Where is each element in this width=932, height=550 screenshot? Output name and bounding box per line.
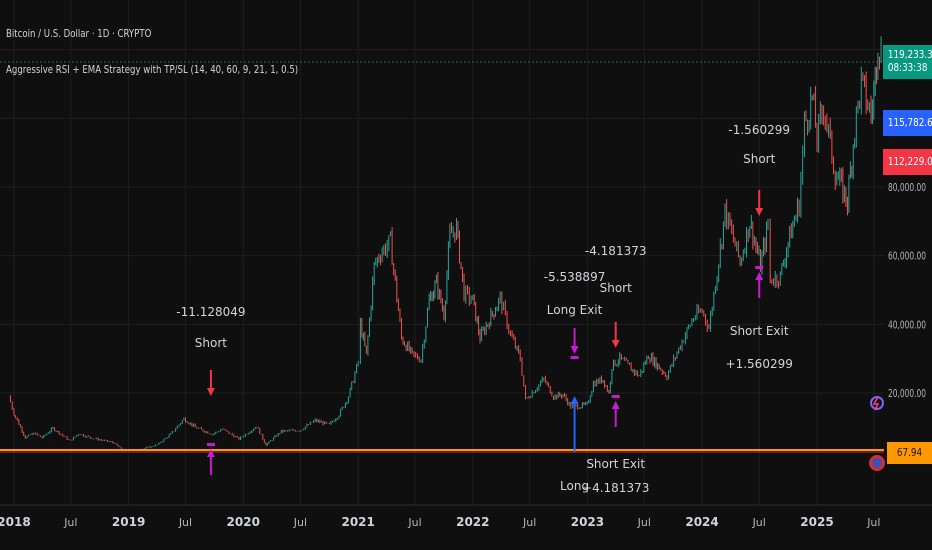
x-tick-label: Jul: [178, 516, 192, 529]
lightning-bolt-icon: [872, 396, 880, 411]
exit-marker: [570, 356, 579, 359]
last-price-value: 119,233.32: [887, 48, 932, 61]
x-tick-label: 2024: [685, 515, 718, 529]
strategy-title[interactable]: Aggressive RSI + EMA Strategy with TP/SL…: [6, 63, 299, 76]
trade-label: +1.560299: [726, 357, 793, 371]
x-tick-label: Jul: [522, 516, 536, 529]
trade-label: -11.128049: [176, 305, 245, 319]
x-tick-label: 2020: [227, 515, 260, 529]
last-price-badge: 119,233.32 08:33:38: [883, 45, 932, 79]
ema2-badge: 112,229.04: [883, 149, 932, 175]
y-tick-label: 80,000.00: [888, 181, 926, 194]
ema-badge: 115,782.60: [883, 110, 932, 136]
indicator-icons[interactable]: [869, 396, 885, 471]
x-tick-label: Jul: [866, 516, 880, 529]
exit-arrow-head: [206, 449, 215, 457]
trade-label: Short: [743, 152, 775, 166]
x-tick-label: 2019: [112, 515, 145, 529]
price-series: [9, 36, 882, 452]
trade-label: -4.181373: [585, 244, 647, 258]
x-tick-label: 2023: [571, 515, 604, 529]
y-tick-label: 60,000.00: [888, 250, 926, 263]
bar-countdown: 08:33:38: [887, 61, 928, 74]
symbol-title[interactable]: Bitcoin / U.S. Dollar · 1D · CRYPTO: [6, 27, 152, 40]
ema-value: 115,782.60: [887, 116, 932, 129]
x-tick-label: 2022: [456, 515, 489, 529]
exit-marker: [611, 395, 620, 398]
indicator-value: 67.94: [896, 446, 923, 459]
short-arrow-head: [755, 208, 764, 216]
trade-label: Short: [600, 281, 632, 295]
exit-arrow-head: [755, 272, 764, 280]
trade-label: Short Exit: [730, 324, 789, 338]
indicator-badge: 67.94: [887, 442, 932, 464]
exit-arrow-head: [570, 346, 579, 354]
x-tick-label: 2025: [800, 515, 833, 529]
flag-icon-inner: [872, 458, 882, 468]
trade-label: Long: [560, 479, 589, 493]
exit-marker: [755, 266, 764, 269]
exit-marker: [206, 443, 215, 446]
x-tick-label: 2021: [341, 515, 374, 529]
trade-label: +4.181373: [582, 481, 649, 495]
x-tick-label: Jul: [63, 516, 77, 529]
x-tick-label: Jul: [752, 516, 766, 529]
trade-label: Short: [195, 336, 227, 350]
ema2-value: 112,229.04: [887, 155, 932, 168]
price-axis[interactable]: 20,000.00 40,000.00 60,000.00 80,000.00: [888, 181, 926, 400]
trade-label: -5.538897: [544, 270, 606, 284]
grid-lines: [0, 0, 884, 505]
time-axis[interactable]: 2018 Jul 2019 Jul 2020 Jul 2021 Jul 2022 Jul 2023 J…: [0, 504, 932, 529]
trade-label: Long Exit: [547, 303, 603, 317]
x-tick-label: Jul: [637, 516, 651, 529]
x-tick-label: 2018: [0, 515, 31, 529]
lightning-icon[interactable]: [870, 396, 884, 410]
short-arrow-head: [611, 340, 620, 348]
long-arrow-head: [570, 396, 579, 404]
x-tick-label: Jul: [407, 516, 421, 529]
y-tick-label: 40,000.00: [888, 318, 926, 331]
y-tick-label: 20,000.00: [888, 387, 926, 400]
exit-arrow-head: [611, 401, 620, 409]
trade-label: Short Exit: [586, 457, 645, 471]
x-tick-label: Jul: [293, 516, 307, 529]
short-arrow-head: [206, 388, 215, 396]
trade-label: -1.560299: [728, 123, 790, 137]
